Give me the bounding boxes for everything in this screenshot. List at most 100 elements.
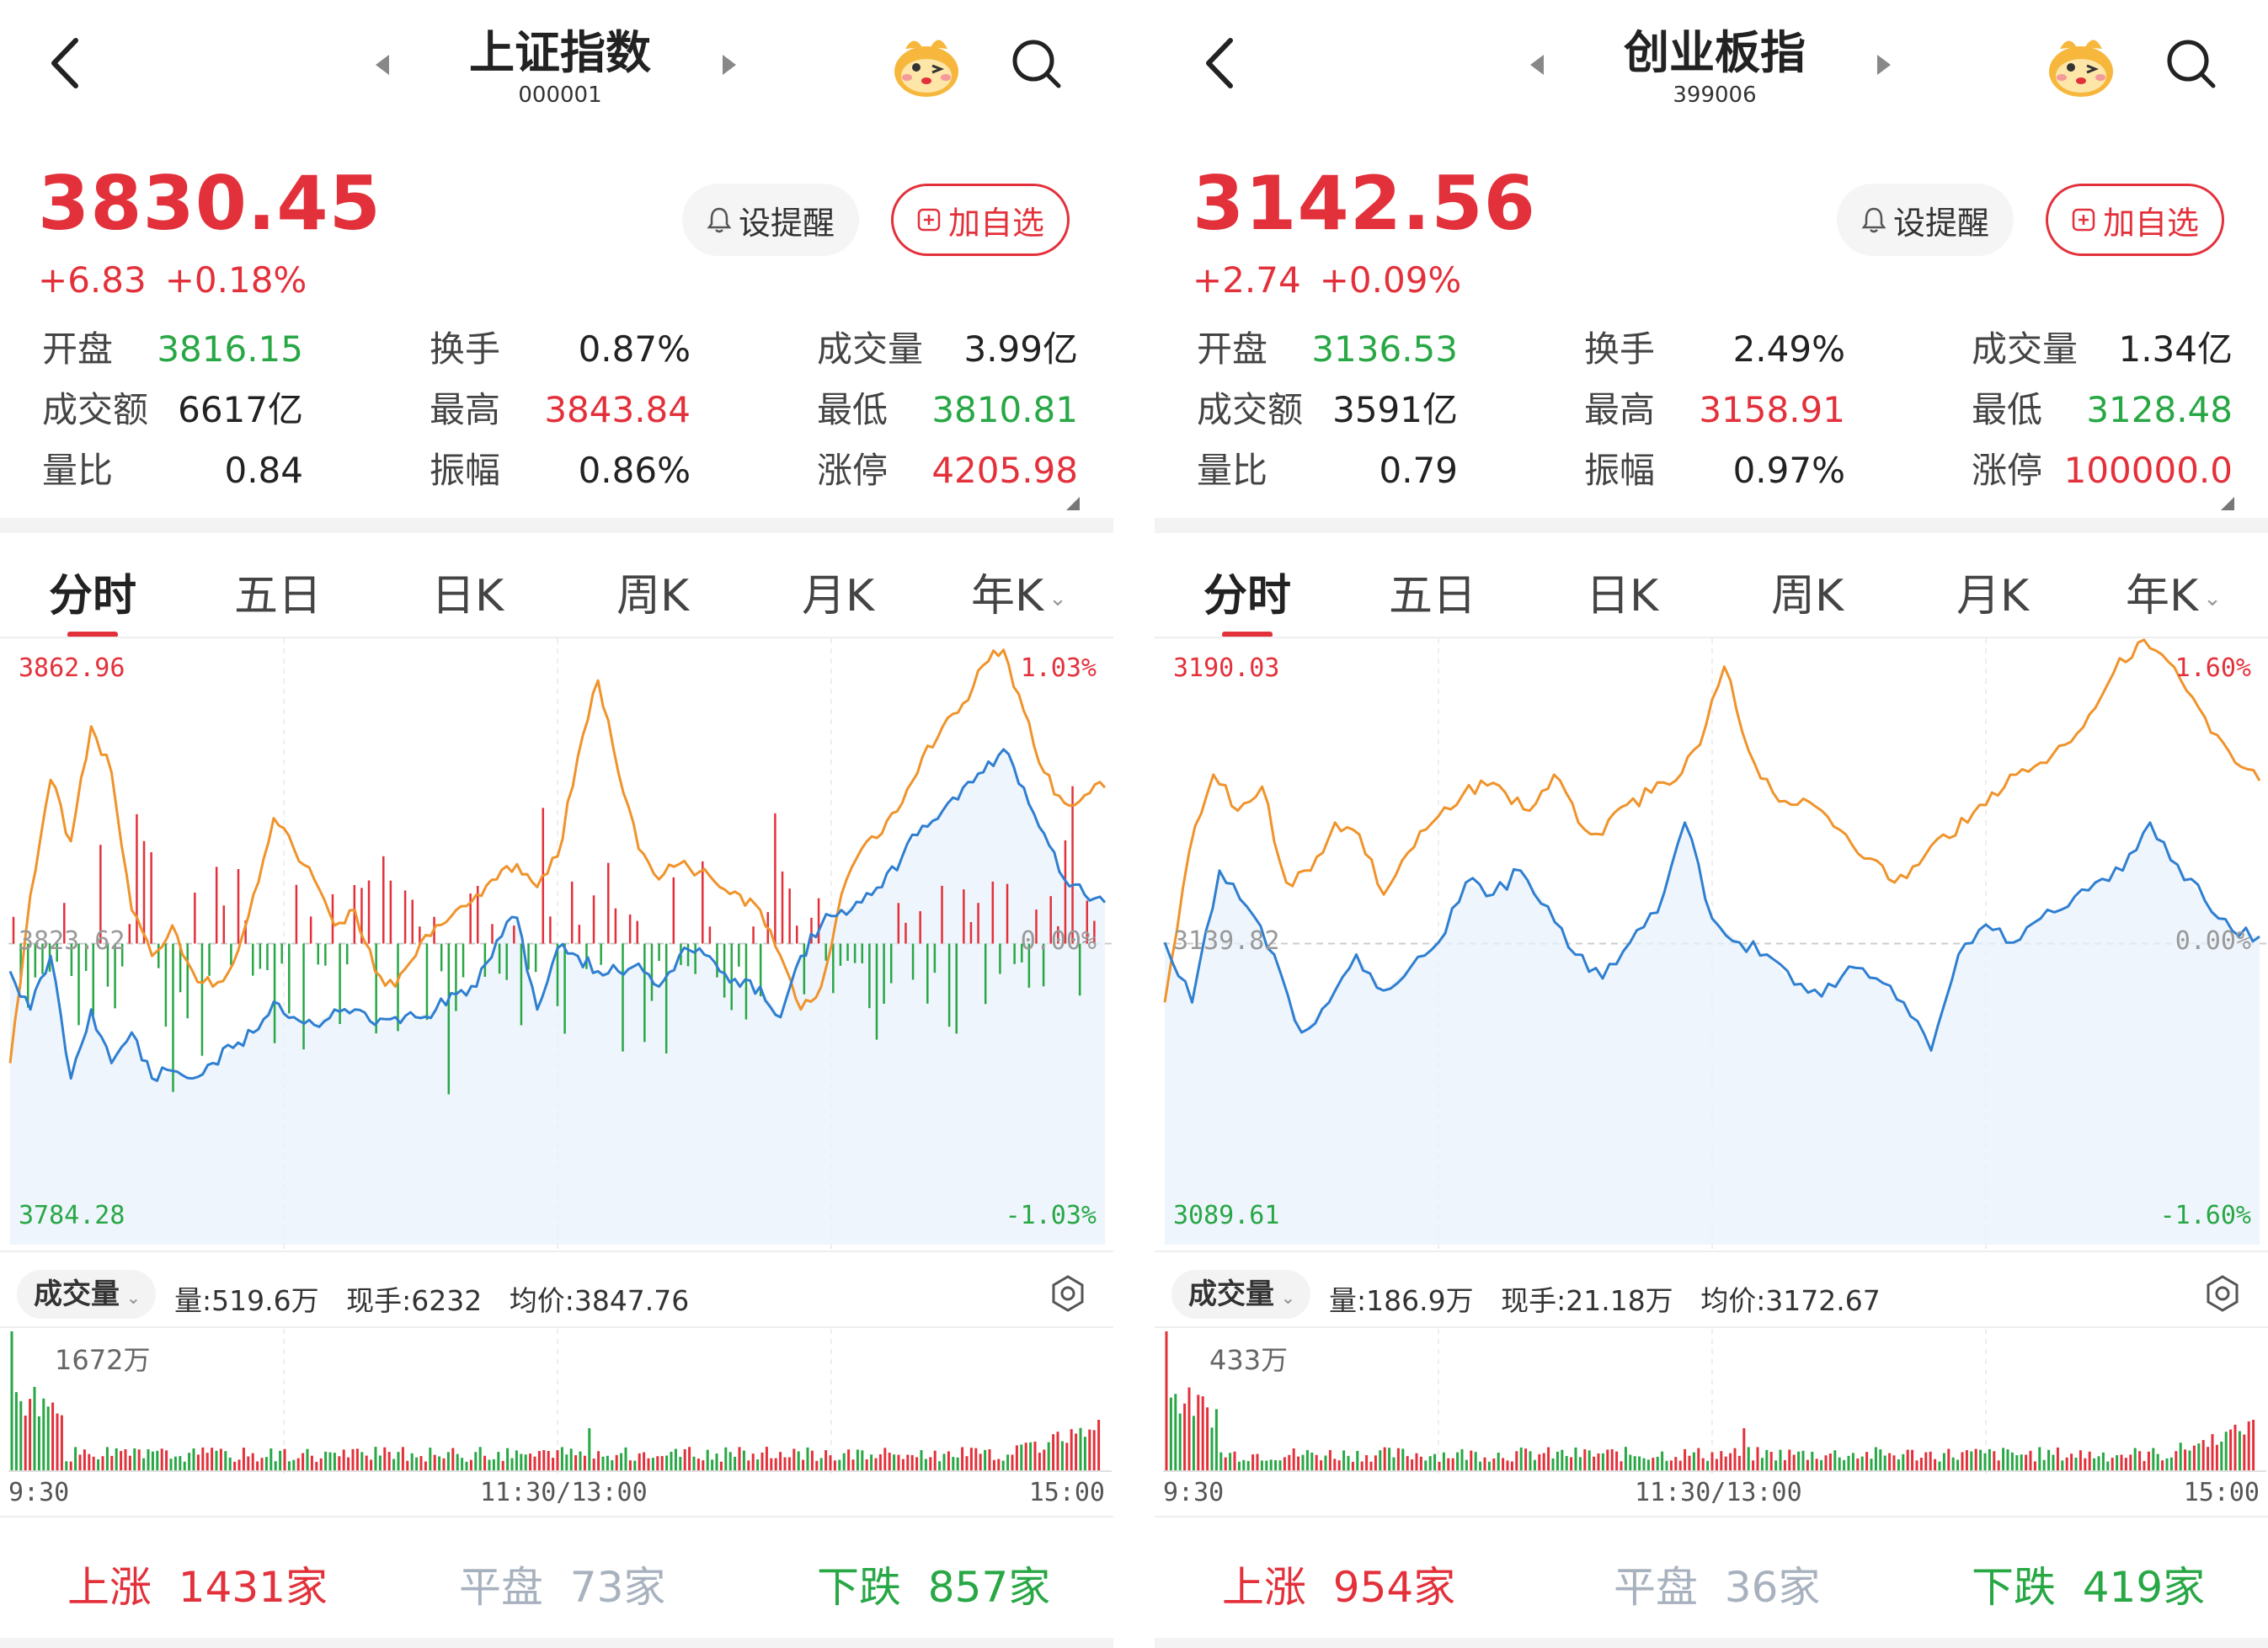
volume-chart-svg <box>1163 1329 2266 1474</box>
section-divider <box>0 518 1113 533</box>
tab-five-day[interactable]: 五日 <box>206 560 350 623</box>
tab-monthly-k[interactable]: 月K <box>1921 560 2064 623</box>
stats-row: 开盘 3816.15 换手 0.87% 成交量 3.99亿 <box>42 320 1078 379</box>
expand-stats-icon[interactable] <box>1066 497 1080 510</box>
axis-bottom-pct: -1.60% <box>2159 1201 2251 1230</box>
unchanged-label: 平盘 <box>1614 1563 1698 1612</box>
tab-weekly-k[interactable]: 周K <box>1736 560 1879 623</box>
add-square-icon <box>2072 208 2095 232</box>
mascot-icon[interactable] <box>2043 25 2119 101</box>
stat-label: 成交量 <box>817 328 924 370</box>
price-change: +6.83 +0.18% <box>38 259 325 301</box>
decliners: 下跌 419家 <box>1972 1554 2205 1614</box>
breadth-divider <box>0 1516 1113 1517</box>
volume-info: 量:186.9万 现手:21.18万 均价:3172.67 <box>1329 1278 1899 1319</box>
stat-value: 1.34亿 <box>2118 328 2233 370</box>
stat-label: 涨停 <box>1972 450 2043 491</box>
time-mid: 11:30/13:00 <box>1635 1478 1802 1507</box>
intraday-chart[interactable]: 3190.03 1.60% 3139.82 0.00% 3089.61 -1.6… <box>1163 638 2266 1249</box>
volume-chart[interactable]: 433万 <box>1163 1329 2266 1474</box>
volume-header: 成交量 ⌄ 量:519.6万 现手:6232 均价:3847.76 <box>17 1263 1103 1322</box>
tab-yearly-k[interactable]: 年K ⌄ <box>947 560 1091 623</box>
stat-value: 0.79 <box>1379 450 1458 491</box>
stat-cell: 量比 0.84 <box>42 441 303 500</box>
stat-value: 2.49% <box>1732 328 1845 370</box>
prev-index-icon[interactable] <box>371 52 396 77</box>
volume-max-label: 433万 <box>1209 1344 1289 1376</box>
stat-label: 最高 <box>430 389 501 430</box>
stat-cell: 涨停 4205.98 <box>817 441 1078 500</box>
advancers-label: 上涨 <box>67 1563 152 1612</box>
tab-daily-k[interactable]: 日K <box>1550 560 1694 623</box>
price-line-blue <box>1163 821 2260 1052</box>
unchanged-count: 73家 <box>569 1563 666 1612</box>
change-abs: +6.83 <box>38 259 147 301</box>
avg-price: 均价:3847.76 <box>509 1284 690 1317</box>
add-watchlist-label: 加自选 <box>2102 204 2199 242</box>
active-tab-indicator <box>67 632 118 637</box>
tab-label: 日K <box>1585 571 1659 621</box>
stat-cell: 成交量 1.34亿 <box>1972 320 2233 379</box>
price-line-orange <box>1163 638 2261 1003</box>
unchanged-count: 36家 <box>1724 1563 1821 1612</box>
stat-cell: 振幅 0.86% <box>430 441 691 500</box>
volume-value: 量:186.9万 <box>1329 1284 1474 1317</box>
add-watchlist-button[interactable]: 加自选 <box>891 184 1070 256</box>
next-index-icon[interactable] <box>716 52 741 77</box>
set-alert-button[interactable]: 设提醒 <box>1837 184 2014 256</box>
stat-value: 3843.84 <box>544 389 691 430</box>
market-breadth: 上涨 954家 平盘 36家 下跌 419家 <box>1155 1516 2268 1642</box>
axis-mid-price: 3823.62 <box>19 926 125 956</box>
volume-selector[interactable]: 成交量 ⌄ <box>1171 1270 1310 1319</box>
volume-chart[interactable]: 1672万 <box>8 1329 1112 1474</box>
mascot-icon[interactable] <box>889 25 964 101</box>
tab-intraday[interactable]: 分时 <box>21 560 164 623</box>
stat-value: 3.99亿 <box>963 328 1078 370</box>
tab-daily-k[interactable]: 日K <box>396 560 539 623</box>
price-line-blue <box>8 748 1107 1082</box>
volume-info: 量:519.6万 现手:6232 均价:3847.76 <box>174 1278 707 1319</box>
tabs-divider <box>0 637 1113 638</box>
search-icon[interactable] <box>2161 34 2220 93</box>
chevron-down-icon: ⌄ <box>2203 586 2222 611</box>
bell-icon <box>707 207 732 233</box>
stat-label: 振幅 <box>430 450 501 491</box>
stat-value: 4205.98 <box>931 450 1078 491</box>
stat-cell: 最高 3843.84 <box>430 381 691 440</box>
tabs-divider <box>1155 637 2268 638</box>
stat-label: 振幅 <box>1584 450 1656 491</box>
stat-cell: 最低 3810.81 <box>817 381 1078 440</box>
index-code: 399006 <box>1673 83 1757 108</box>
tab-five-day[interactable]: 五日 <box>1361 560 1504 623</box>
current-hand: 现手:6232 <box>346 1284 483 1317</box>
unchanged-label: 平盘 <box>459 1563 543 1612</box>
settings-icon[interactable] <box>2202 1273 2243 1314</box>
avg-price: 均价:3172.67 <box>1700 1284 1881 1317</box>
intraday-chart[interactable]: 3862.96 1.03% 3823.62 0.00% 3784.28 -1.0… <box>8 638 1112 1249</box>
bottom-bar <box>1155 1638 2268 1648</box>
tab-weekly-k[interactable]: 周K <box>581 560 724 623</box>
volume-value: 量:519.6万 <box>174 1284 319 1317</box>
active-tab-indicator <box>1222 632 1273 637</box>
prev-index-icon[interactable] <box>1525 52 1550 77</box>
tab-yearly-k[interactable]: 年K ⌄ <box>2102 560 2245 623</box>
expand-stats-icon[interactable] <box>2221 497 2234 510</box>
next-index-icon[interactable] <box>1870 52 1896 77</box>
volume-selector[interactable]: 成交量 ⌄ <box>17 1270 156 1319</box>
back-arrow-icon[interactable] <box>42 34 93 93</box>
section-divider <box>1155 518 2268 533</box>
search-icon[interactable] <box>1006 34 1065 93</box>
set-alert-button[interactable]: 设提醒 <box>682 184 859 256</box>
tab-monthly-k[interactable]: 月K <box>766 560 910 623</box>
axis-top-price: 3190.03 <box>1173 653 1280 683</box>
settings-icon[interactable] <box>1048 1273 1088 1314</box>
stat-cell: 成交量 3.99亿 <box>817 320 1078 379</box>
price-change: +2.74 +0.09% <box>1193 259 1480 301</box>
chart-divider <box>1155 1251 2268 1252</box>
add-watchlist-button[interactable]: 加自选 <box>2046 184 2224 256</box>
stat-cell: 成交额 6617亿 <box>42 381 303 440</box>
bottom-bar <box>0 1638 1113 1648</box>
time-mid: 11:30/13:00 <box>480 1478 648 1507</box>
back-arrow-icon[interactable] <box>1197 34 1247 93</box>
tab-intraday[interactable]: 分时 <box>1176 560 1319 623</box>
